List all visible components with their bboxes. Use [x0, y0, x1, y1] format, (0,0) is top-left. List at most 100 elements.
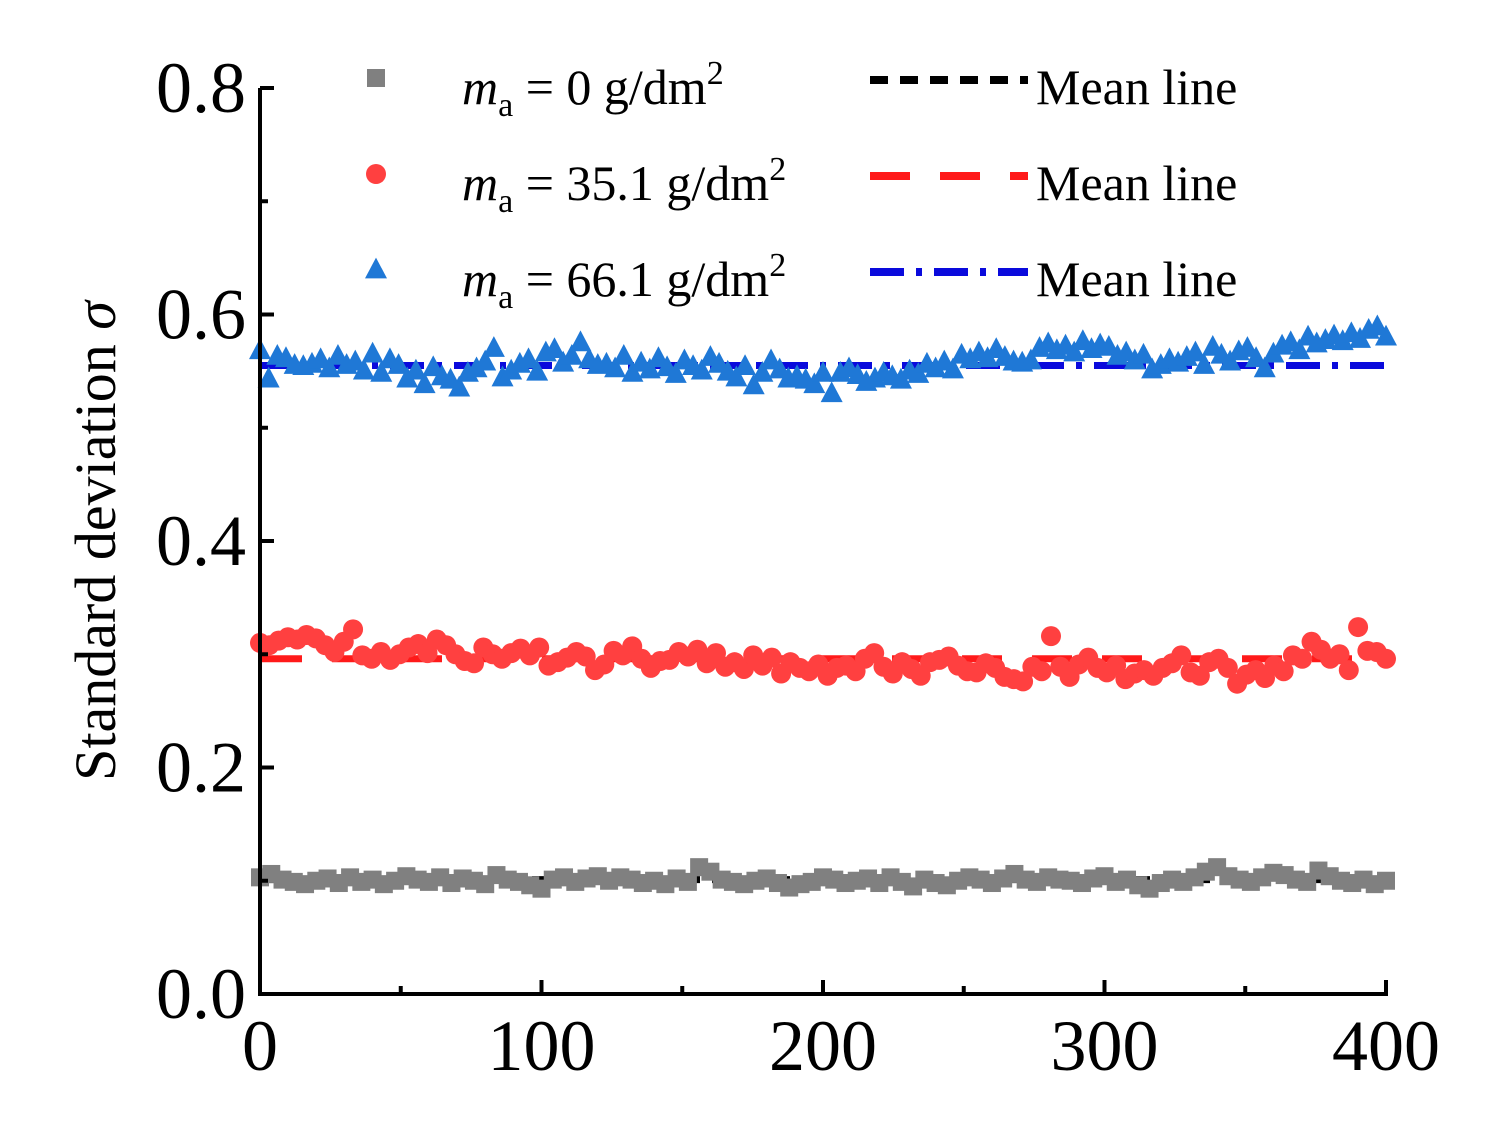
data-point [387, 353, 410, 374]
data-point [612, 344, 635, 365]
data-point [812, 360, 834, 382]
data-point [517, 347, 540, 369]
y-tick-label: 0.2 [156, 728, 246, 808]
data-point [1217, 657, 1238, 678]
x-tick-label: 0 [242, 1006, 278, 1086]
data-point [543, 337, 566, 359]
data-point [1019, 348, 1042, 370]
y-tick-label: 0.6 [156, 275, 246, 355]
data-point [257, 366, 280, 388]
data-point [1288, 338, 1311, 360]
data-point [474, 349, 497, 371]
data-point [413, 372, 436, 394]
data-point [1013, 671, 1034, 692]
y-axis-title: Standard deviation σ [63, 299, 128, 781]
data-point [1375, 324, 1397, 346]
legend-label: ma = 35.1 g/dm2 [462, 151, 786, 220]
data-point [569, 330, 592, 352]
x-tick-label: 300 [1051, 1006, 1159, 1086]
x-tick-label: 200 [769, 1006, 877, 1086]
legend-entry-mean: Mean line [870, 59, 1237, 115]
data-point [1366, 314, 1389, 336]
data-point [1123, 348, 1146, 370]
data-point [690, 358, 713, 380]
data-point [318, 356, 341, 378]
y-tick-label: 0.4 [156, 501, 246, 581]
mean-lines [262, 361, 1384, 884]
data-point [1132, 342, 1155, 364]
data-point [352, 358, 375, 380]
legend: ma = 0 g/dm2 Mean line ma = 35.1 g/dm2 Mean… [365, 55, 1237, 316]
data-point [1167, 350, 1190, 372]
y-ticks: 0.0 0.2 0.4 0.6 0.8 [156, 48, 274, 1034]
legend-label: ma = 0 g/dm2 [462, 55, 724, 124]
data-point [560, 344, 583, 365]
data-point [343, 619, 364, 640]
y-tick-label: 0.8 [156, 48, 246, 128]
data-point [1063, 340, 1086, 362]
legend-marker [366, 164, 386, 184]
data-point [751, 360, 774, 382]
data-point [526, 359, 549, 381]
legend-marker [367, 69, 385, 87]
legend-mean-label: Mean line [1036, 59, 1237, 115]
data-point [1184, 340, 1207, 362]
data-point [1171, 645, 1192, 666]
data-point [1149, 353, 1172, 374]
axes [258, 88, 1388, 996]
data-markers [249, 314, 1397, 898]
x-tick-label: 400 [1332, 1006, 1440, 1086]
data-point [1329, 644, 1350, 665]
data-point [482, 336, 505, 357]
data-point [604, 356, 627, 378]
data-point [941, 357, 964, 379]
legend-mean-label: Mean line [1036, 251, 1237, 307]
data-point [1338, 660, 1359, 681]
data-point [448, 375, 471, 397]
legend-mean-label: Mean line [1036, 155, 1237, 211]
series-square [251, 858, 1395, 898]
legend-marker [365, 257, 387, 279]
data-point [1193, 353, 1216, 374]
x-ticks: 0 100 200 300 400 [242, 980, 1440, 1086]
series-triangle [249, 314, 1397, 403]
data-point [803, 372, 826, 394]
y-axis-label: Standard deviation σ [63, 299, 128, 781]
data-point [1031, 661, 1052, 682]
data-point [1245, 346, 1268, 368]
legend-label: ma = 66.1 g/dm2 [462, 247, 786, 316]
data-point [1253, 356, 1276, 378]
legend-entry: ma = 35.1 g/dm2 [366, 151, 786, 220]
data-point [464, 653, 485, 674]
data-point [361, 341, 384, 363]
data-point [404, 358, 427, 380]
legend-entry: ma = 0 g/dm2 [367, 55, 724, 124]
data-point [742, 373, 765, 395]
legend-entry-mean: Mean line [870, 155, 1237, 211]
legend-entry: ma = 66.1 g/dm2 [365, 247, 786, 316]
data-point [370, 360, 393, 382]
data-point [664, 362, 687, 383]
data-point [1348, 617, 1369, 638]
data-point [863, 366, 886, 388]
x-tick-label: 100 [488, 1006, 596, 1086]
y-tick-label: 0.0 [156, 954, 246, 1034]
data-point [678, 872, 697, 891]
y-axis-symbol: σ [63, 299, 128, 330]
data-point [725, 365, 748, 387]
data-point [1376, 648, 1396, 669]
data-point [820, 381, 843, 403]
data-point [638, 357, 661, 379]
data-point [1377, 871, 1395, 890]
data-point [1040, 626, 1061, 647]
data-point [761, 647, 782, 668]
y-axis-label-text: Standard deviation [63, 344, 128, 781]
data-point [529, 637, 550, 658]
legend-entry-mean: Mean line [870, 251, 1237, 307]
data-point [1273, 661, 1294, 682]
data-point [734, 354, 757, 375]
series-circle [250, 617, 1396, 694]
data-point [1236, 336, 1259, 357]
data-point [1292, 648, 1313, 669]
